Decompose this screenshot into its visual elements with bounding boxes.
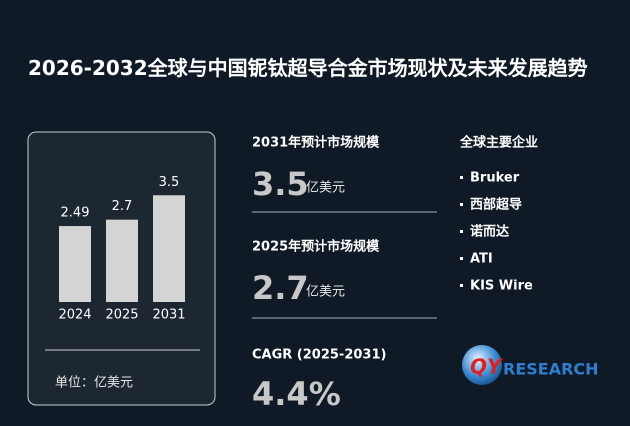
- logo-mark: QY: [470, 355, 504, 379]
- stat-unit: 亿美元: [306, 181, 345, 196]
- stat-value: 3.5: [252, 165, 309, 203]
- stat-label: 2025年预计市场规模: [252, 239, 380, 255]
- stat-label: CAGR (2025-2031): [252, 348, 386, 363]
- logo-text: RESEARCH: [503, 360, 599, 379]
- company: 诺而达: [470, 224, 509, 240]
- x-tick-label: 2025: [105, 308, 138, 323]
- company: Bruker: [470, 171, 520, 186]
- bullet: [460, 176, 463, 179]
- bar: [59, 226, 91, 302]
- bullet: [460, 203, 463, 206]
- x-tick-label: 2031: [152, 308, 185, 323]
- bullet: [460, 230, 463, 233]
- value-label: 2.49: [61, 206, 90, 221]
- value-label: 3.5: [159, 175, 180, 190]
- companies-heading: 全球主要企业: [459, 135, 538, 151]
- logo-globe: [462, 345, 502, 385]
- x-tick-label: 2024: [58, 308, 91, 323]
- company: KIS Wire: [470, 279, 533, 294]
- value-label: 2.7: [112, 199, 133, 214]
- bullet: [460, 257, 463, 260]
- bar: [153, 195, 185, 302]
- company: 西部超导: [470, 197, 522, 213]
- stat-label: 2031年预计市场规模: [252, 135, 380, 151]
- bullet: [460, 284, 463, 287]
- company: ATI: [470, 252, 493, 267]
- bar: [106, 219, 138, 302]
- title: 2026-2032全球与中国铌钛超导合金市场现状及未来发展趋势: [28, 56, 588, 80]
- stat-value: 4.4%: [252, 375, 341, 413]
- stat-unit: 亿美元: [306, 285, 345, 300]
- unit-label: 单位：亿美元: [55, 376, 133, 391]
- stat-value: 2.7: [252, 269, 309, 307]
